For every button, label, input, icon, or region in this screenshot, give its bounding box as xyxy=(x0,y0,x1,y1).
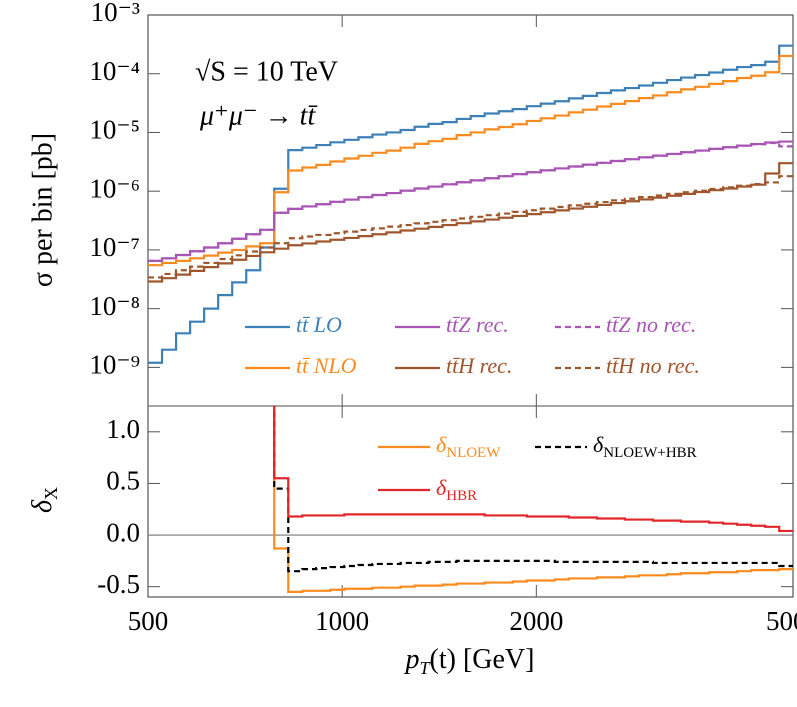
label-part: T xyxy=(420,658,432,678)
plot-area xyxy=(148,44,793,364)
label-part: X xyxy=(41,487,61,500)
legend-name: tt̄Z rec. xyxy=(446,312,509,337)
y-axis-label: σ per bin [pb] xyxy=(27,133,58,287)
step-line xyxy=(273,406,793,573)
legend-label: tt̄ NLO xyxy=(296,353,357,378)
y-tick-label: 10⁻⁷ xyxy=(89,232,140,262)
label-part: p xyxy=(404,644,420,675)
step-line xyxy=(273,406,793,533)
y-tick-label: -0.5 xyxy=(97,569,140,599)
step-line xyxy=(148,140,793,263)
x-tick-label: 500 xyxy=(128,606,169,636)
frame xyxy=(147,14,794,598)
y-tick-label: 10⁻⁹ xyxy=(89,350,140,380)
legend-label: tt̄Z no rec. xyxy=(606,312,696,337)
y-tick-label: 10⁻⁶ xyxy=(89,173,140,203)
legend-label: tt̄ LO xyxy=(296,312,342,337)
legend-label: tt̄Z rec. xyxy=(446,312,509,337)
step-line xyxy=(148,44,793,364)
y-tick-label: 10⁻⁸ xyxy=(89,291,140,321)
y-axis-label: δX xyxy=(27,487,61,513)
legend-sub: HBR xyxy=(446,488,477,504)
legend-name: tt̄ LO xyxy=(296,312,342,337)
plot-area xyxy=(273,406,793,593)
x-tick-label: 5000 xyxy=(766,606,797,636)
x-tick-label: 2000 xyxy=(509,606,563,636)
legend-name: tt̄Z no rec. xyxy=(606,312,696,337)
label-part: (t) [GeV] xyxy=(430,644,535,675)
y-tick-label: 10⁻³ xyxy=(91,0,140,27)
legend-sub: NLOEW+HBR xyxy=(603,445,696,461)
label-part: δ xyxy=(27,499,58,513)
legend-name: δ xyxy=(436,475,447,500)
x-tick-label: 1000 xyxy=(315,606,369,636)
legend-name: tt̄ NLO xyxy=(296,353,357,378)
legend-label: δNLOEW+HBR xyxy=(593,432,697,461)
step-line xyxy=(148,54,793,267)
step-line xyxy=(273,406,793,593)
step-line xyxy=(148,141,793,263)
legend-name: δ xyxy=(436,432,447,457)
legend-label: tt̄H rec. xyxy=(446,353,512,378)
legend-label: δNLOEW xyxy=(436,432,501,461)
y-tick-label: 1.0 xyxy=(106,414,140,444)
y-tick-label: 10⁻⁵ xyxy=(89,115,140,145)
y-tick-label: 0.0 xyxy=(106,517,140,547)
legend-label: δHBR xyxy=(436,475,477,504)
annotation: √S = 10 TeV xyxy=(195,56,338,87)
legend-label: tt̄H no rec. xyxy=(606,353,700,378)
step-line xyxy=(148,162,793,283)
annotation: μ⁺μ⁻ → tt̄ xyxy=(199,100,318,131)
legend-sub: NLOEW xyxy=(446,445,501,461)
x-axis-label: pT(t) [GeV] xyxy=(404,644,535,678)
y-tick-label: 0.5 xyxy=(106,466,140,496)
legend-name: δ xyxy=(593,432,604,457)
step-line xyxy=(148,175,793,279)
legend-name: tt̄H rec. xyxy=(446,353,512,378)
y-tick-label: 10⁻⁴ xyxy=(89,56,140,86)
legend-name: tt̄H no rec. xyxy=(606,353,700,378)
